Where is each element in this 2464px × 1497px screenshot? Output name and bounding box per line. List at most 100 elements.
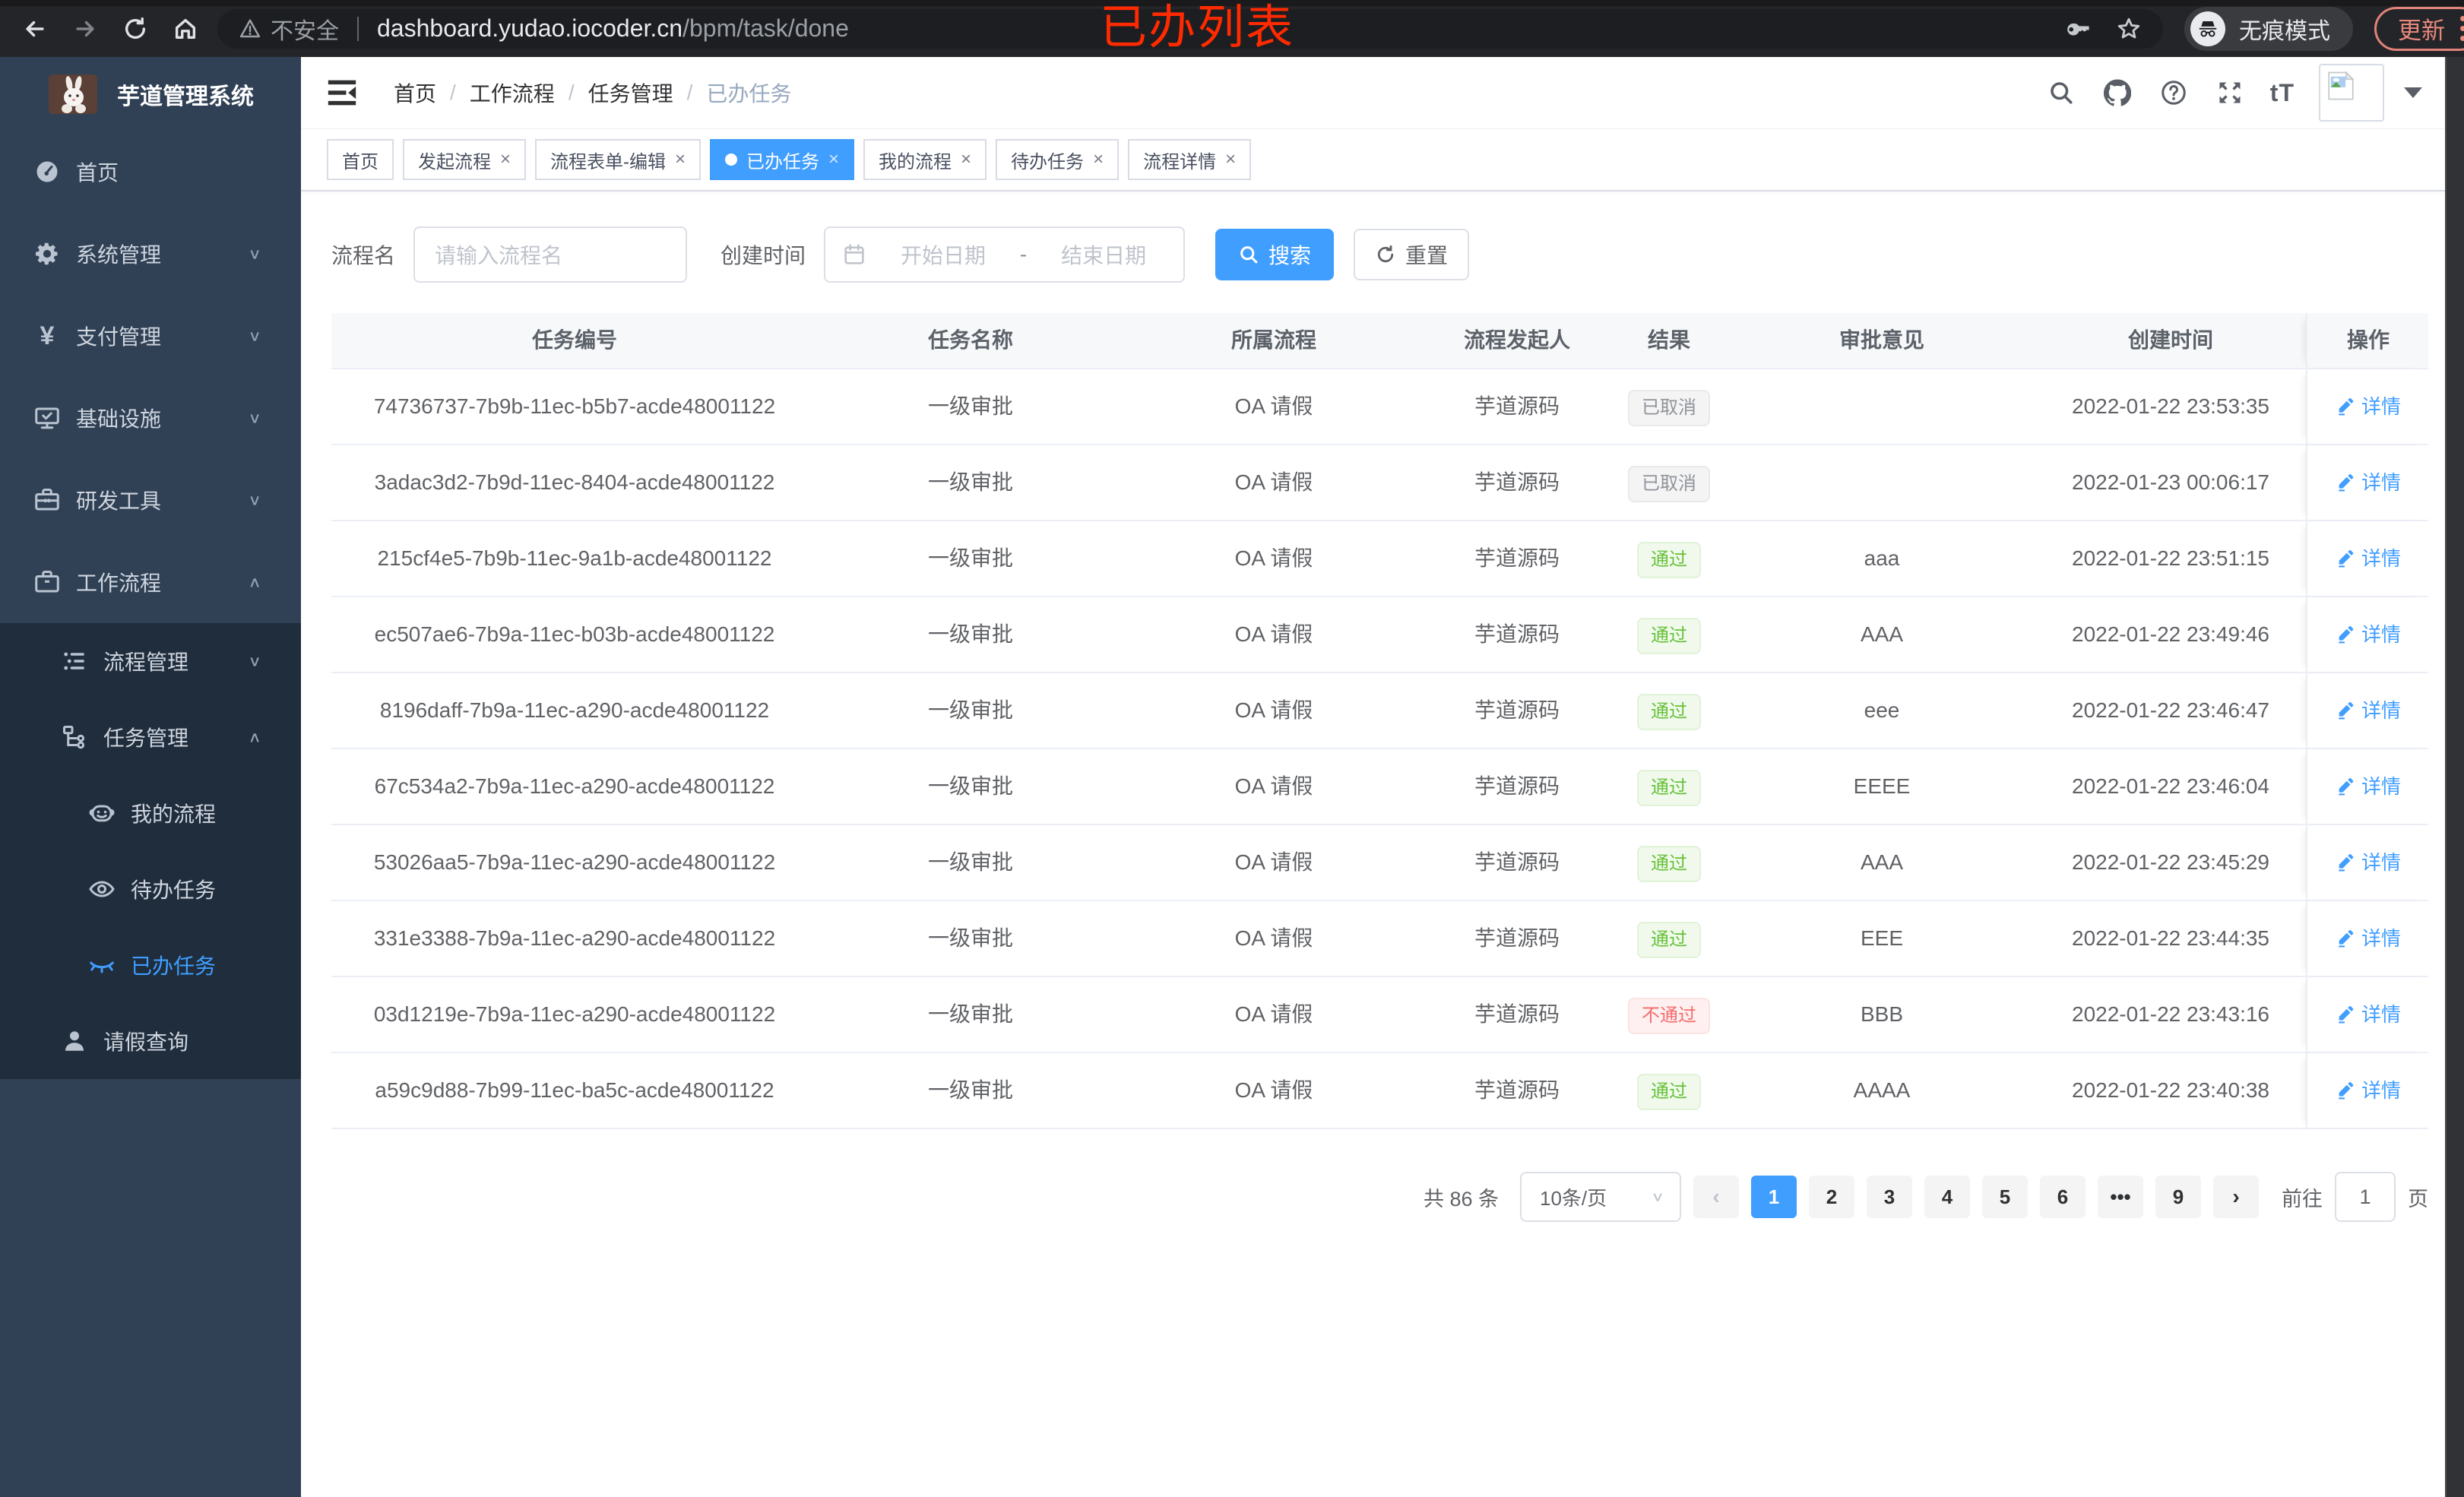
sidebar-fold-icon[interactable] xyxy=(325,78,359,108)
more-pages-button[interactable]: ••• xyxy=(2098,1176,2143,1218)
table-cell: 芋道源码 xyxy=(1474,1002,1560,1026)
actions-cell: 详情 xyxy=(2306,369,2429,444)
reset-button[interactable]: 重置 xyxy=(1354,229,1470,280)
page-button-3[interactable]: 3 xyxy=(1867,1176,1912,1218)
tab-close-icon[interactable]: × xyxy=(675,149,686,169)
tab-close-icon[interactable]: × xyxy=(500,149,511,169)
date-range-input[interactable]: 开始日期 - 结束日期 xyxy=(824,226,1186,283)
tab-5[interactable]: 我的流程 × xyxy=(863,139,987,180)
tab-7[interactable]: 流程详情 × xyxy=(1128,139,1252,180)
table-cell: 53026aa5-7b9a-11ec-a290-acde48001122 xyxy=(373,850,776,874)
pen-icon xyxy=(2336,1081,2355,1100)
tab-3[interactable]: 流程表单-编辑 × xyxy=(535,139,702,180)
detail-link[interactable]: 详情 xyxy=(2336,825,2401,900)
password-key-icon[interactable] xyxy=(2064,16,2090,42)
page-button-2[interactable]: 2 xyxy=(1809,1176,1854,1218)
detail-link[interactable]: 详情 xyxy=(2336,521,2401,596)
fullscreen-icon[interactable] xyxy=(2214,77,2246,109)
tab-2[interactable]: 发起流程 × xyxy=(403,139,527,180)
browser-forward-icon[interactable] xyxy=(70,14,100,44)
font-size-icon[interactable]: tT xyxy=(2269,78,2295,106)
tab-1[interactable]: 首页 xyxy=(327,139,394,180)
refresh-icon xyxy=(1377,245,1394,263)
detail-link[interactable]: 详情 xyxy=(2336,1053,2401,1128)
search-button[interactable]: 搜索 xyxy=(1215,229,1335,280)
actions-cell: 详情 xyxy=(2306,977,2429,1052)
avatar[interactable] xyxy=(2319,64,2384,122)
result-cell: 通过 xyxy=(1610,597,1728,672)
page-button-9[interactable]: 9 xyxy=(2155,1176,2201,1218)
help-icon[interactable] xyxy=(2158,77,2190,109)
table-cell: BBB xyxy=(1860,1002,1904,1026)
goto-page-input[interactable]: 1 xyxy=(2335,1172,2396,1222)
detail-link[interactable]: 详情 xyxy=(2336,597,2401,672)
sidebar-item-11[interactable]: 已办任务 xyxy=(0,927,301,1003)
broken-image-icon xyxy=(2328,71,2355,100)
actions-cell: 详情 xyxy=(2306,597,2429,672)
tab-close-icon[interactable]: × xyxy=(1093,149,1104,169)
detail-link[interactable]: 详情 xyxy=(2336,977,2401,1052)
result-cell: 通过 xyxy=(1610,1053,1728,1128)
page-size-select[interactable]: 10条/页 ∨ xyxy=(1520,1172,1681,1222)
sidebar-item-10[interactable]: 待办任务 xyxy=(0,851,301,927)
sidebar-item-9[interactable]: 我的流程 xyxy=(0,775,301,851)
page-button-5[interactable]: 5 xyxy=(1982,1176,2028,1218)
incognito-label: 无痕模式 xyxy=(2239,18,2330,44)
window-scrollbar[interactable] xyxy=(2445,57,2464,1497)
sidebar-item-1[interactable]: 首页 xyxy=(0,131,301,213)
page-button-1[interactable]: 1 xyxy=(1751,1176,1797,1218)
page-url[interactable]: dashboard.yudao.iocoder.cn/bpm/task/done xyxy=(377,14,849,42)
main-pane: 首页 / 工作流程 / 任务管理 / 已办任务 tT xyxy=(301,57,2445,1497)
detail-link[interactable]: 详情 xyxy=(2336,901,2401,976)
sidebar-logo[interactable]: 芋道管理系统 xyxy=(0,57,301,131)
result-cell: 不通过 xyxy=(1610,977,1728,1052)
sidebar-item-2[interactable]: 系统管理 ∨ xyxy=(0,213,301,295)
next-page-button[interactable]: › xyxy=(2213,1176,2259,1218)
browser-reload-icon[interactable] xyxy=(120,14,150,44)
github-icon[interactable] xyxy=(2101,77,2133,109)
sidebar-item-5[interactable]: 研发工具 ∨ xyxy=(0,459,301,541)
avatar-dropdown-caret-icon[interactable] xyxy=(2404,87,2422,98)
detail-link[interactable]: 详情 xyxy=(2336,445,2401,520)
sidebar-item-3[interactable]: ¥ 支付管理 ∨ xyxy=(0,295,301,377)
sidebar-item-12[interactable]: 请假查询 xyxy=(0,1003,301,1079)
detail-link[interactable]: 详情 xyxy=(2336,749,2401,824)
detail-link[interactable]: 详情 xyxy=(2336,673,2401,748)
table-row: 03d1219e-7b9a-11ec-a290-acde48001122 一级审批… xyxy=(331,977,2428,1053)
breadcrumb-item-3[interactable]: 任务管理 xyxy=(587,82,673,106)
page-button-6[interactable]: 6 xyxy=(2040,1176,2086,1218)
start-date-placeholder: 开始日期 xyxy=(900,244,986,267)
sidebar-item-8[interactable]: 任务管理 ∧ xyxy=(0,699,301,775)
table-cell: 芋道源码 xyxy=(1474,850,1560,874)
prev-page-button[interactable]: ‹ xyxy=(1693,1176,1739,1218)
search-icon[interactable] xyxy=(2045,77,2077,109)
page-button-4[interactable]: 4 xyxy=(1924,1176,1970,1218)
browser-home-icon[interactable] xyxy=(170,14,201,44)
tab-4[interactable]: 已办任务 × xyxy=(710,139,855,180)
sidebar-item-4[interactable]: 基础设施 ∨ xyxy=(0,377,301,459)
process-name-input[interactable]: 请输入流程名 xyxy=(413,226,688,283)
breadcrumb-item-1[interactable]: 首页 xyxy=(394,82,437,106)
browser-back-icon[interactable] xyxy=(20,14,50,44)
breadcrumb-separator: / xyxy=(686,81,693,104)
tab-close-icon[interactable]: × xyxy=(1225,149,1237,169)
bookmark-star-icon[interactable] xyxy=(2116,16,2142,42)
table-cell xyxy=(1728,369,2035,444)
browser-menu-icon[interactable] xyxy=(2460,16,2464,41)
detail-link[interactable]: 详情 xyxy=(2336,369,2401,444)
address-bar[interactable]: 不安全 dashboard.yudao.iocoder.cn/bpm/task/… xyxy=(217,8,2163,49)
chevron-down-icon: ∨ xyxy=(248,410,261,426)
not-secure-warning[interactable]: 不安全 xyxy=(239,12,339,46)
tab-6[interactable]: 待办任务 × xyxy=(996,139,1120,180)
tab-close-icon[interactable]: × xyxy=(828,149,840,169)
chevron-down-icon: ∨ xyxy=(248,328,261,344)
tab-close-icon[interactable]: × xyxy=(961,149,972,169)
table-cell: 芋道源码 xyxy=(1474,546,1560,570)
sidebar-item-6[interactable]: 工作流程 ∧ xyxy=(0,541,301,623)
breadcrumb-item-2[interactable]: 工作流程 xyxy=(469,82,555,106)
pen-icon xyxy=(2336,701,2355,720)
browser-update-button[interactable]: 更新 xyxy=(2374,6,2464,51)
app-header: 首页 / 工作流程 / 任务管理 / 已办任务 tT xyxy=(301,57,2445,129)
sidebar-item-7[interactable]: 流程管理 ∨ xyxy=(0,623,301,699)
table-cell xyxy=(1728,445,2035,520)
